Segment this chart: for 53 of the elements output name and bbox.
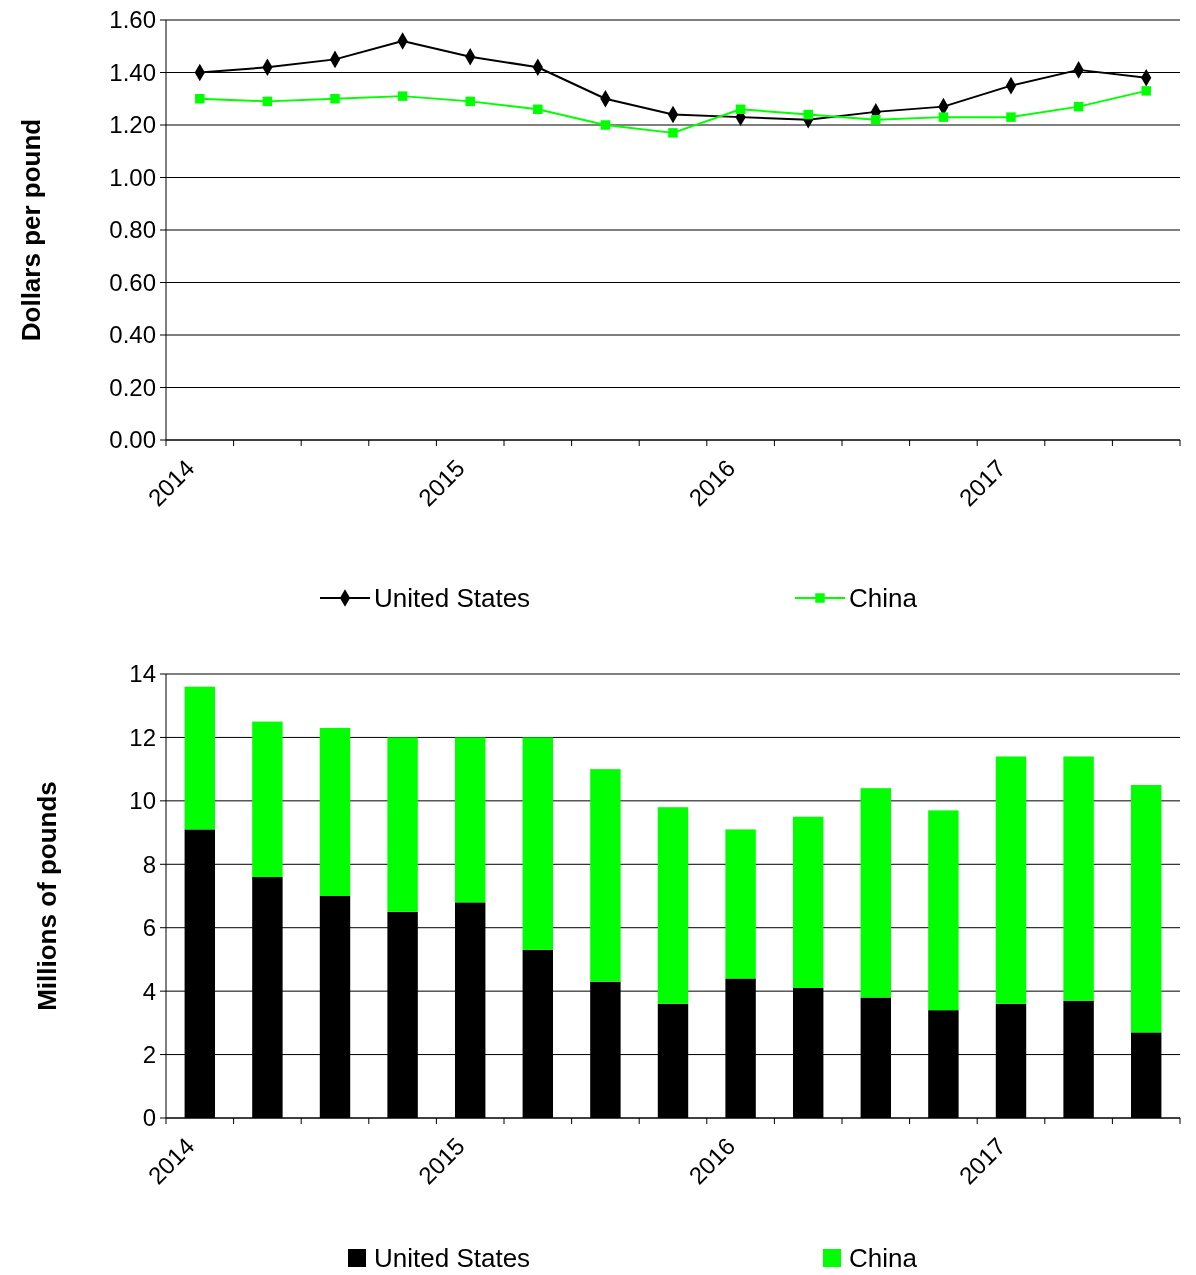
y-tick-label: 10 (129, 787, 156, 815)
y-tick-label: 1.00 (109, 163, 156, 191)
y-tick-label: 0.00 (109, 426, 156, 454)
legend-label: United States (374, 583, 531, 614)
point (195, 94, 205, 104)
point (262, 96, 273, 107)
bar (725, 829, 756, 979)
y-tick-label: 1.60 (109, 6, 156, 34)
y-tick-label: 0.40 (109, 321, 156, 349)
legend-label: China (849, 1243, 918, 1274)
legend-label: United States (374, 1243, 531, 1274)
point (397, 91, 408, 101)
y-tick-label: 4 (142, 977, 156, 1005)
point (1006, 112, 1016, 122)
bar (454, 737, 486, 903)
y-tick-label: 0.20 (109, 373, 156, 401)
bar (319, 727, 351, 896)
y-tick-label: 1.20 (109, 111, 156, 139)
y-tick-label: 14 (129, 660, 156, 688)
point (600, 120, 611, 130)
bar (657, 807, 689, 1004)
point (938, 112, 949, 122)
point (735, 104, 746, 114)
bar (1063, 756, 1094, 1001)
bar (387, 737, 418, 912)
y-axis-title: Millions of pounds (32, 781, 62, 1011)
point (871, 115, 881, 125)
y-tick-label: 1.40 (109, 58, 156, 86)
bar (928, 810, 959, 1011)
y-tick-label: 0 (142, 1104, 156, 1132)
bar (252, 721, 283, 877)
legend-label: China (849, 583, 918, 614)
y-tick-label: 2 (142, 1040, 156, 1068)
y-tick-label: 8 (142, 850, 156, 878)
point (533, 104, 543, 114)
bar (1130, 785, 1162, 1033)
bar (860, 788, 892, 998)
y-axis-title: Dollars per pound (16, 118, 46, 342)
bar (522, 737, 554, 950)
y-tick-label: 6 (142, 914, 156, 942)
point (330, 94, 340, 104)
point (1073, 101, 1084, 112)
y-tick-label: 0.80 (109, 216, 156, 244)
y-tick-label: 12 (129, 723, 156, 751)
bar (184, 686, 216, 830)
bar (792, 816, 824, 988)
point (668, 128, 678, 138)
point (1141, 86, 1151, 96)
point (803, 109, 813, 120)
bar (590, 769, 621, 982)
y-tick-label: 0.60 (109, 268, 156, 296)
point (465, 96, 475, 107)
bar (995, 756, 1027, 1004)
